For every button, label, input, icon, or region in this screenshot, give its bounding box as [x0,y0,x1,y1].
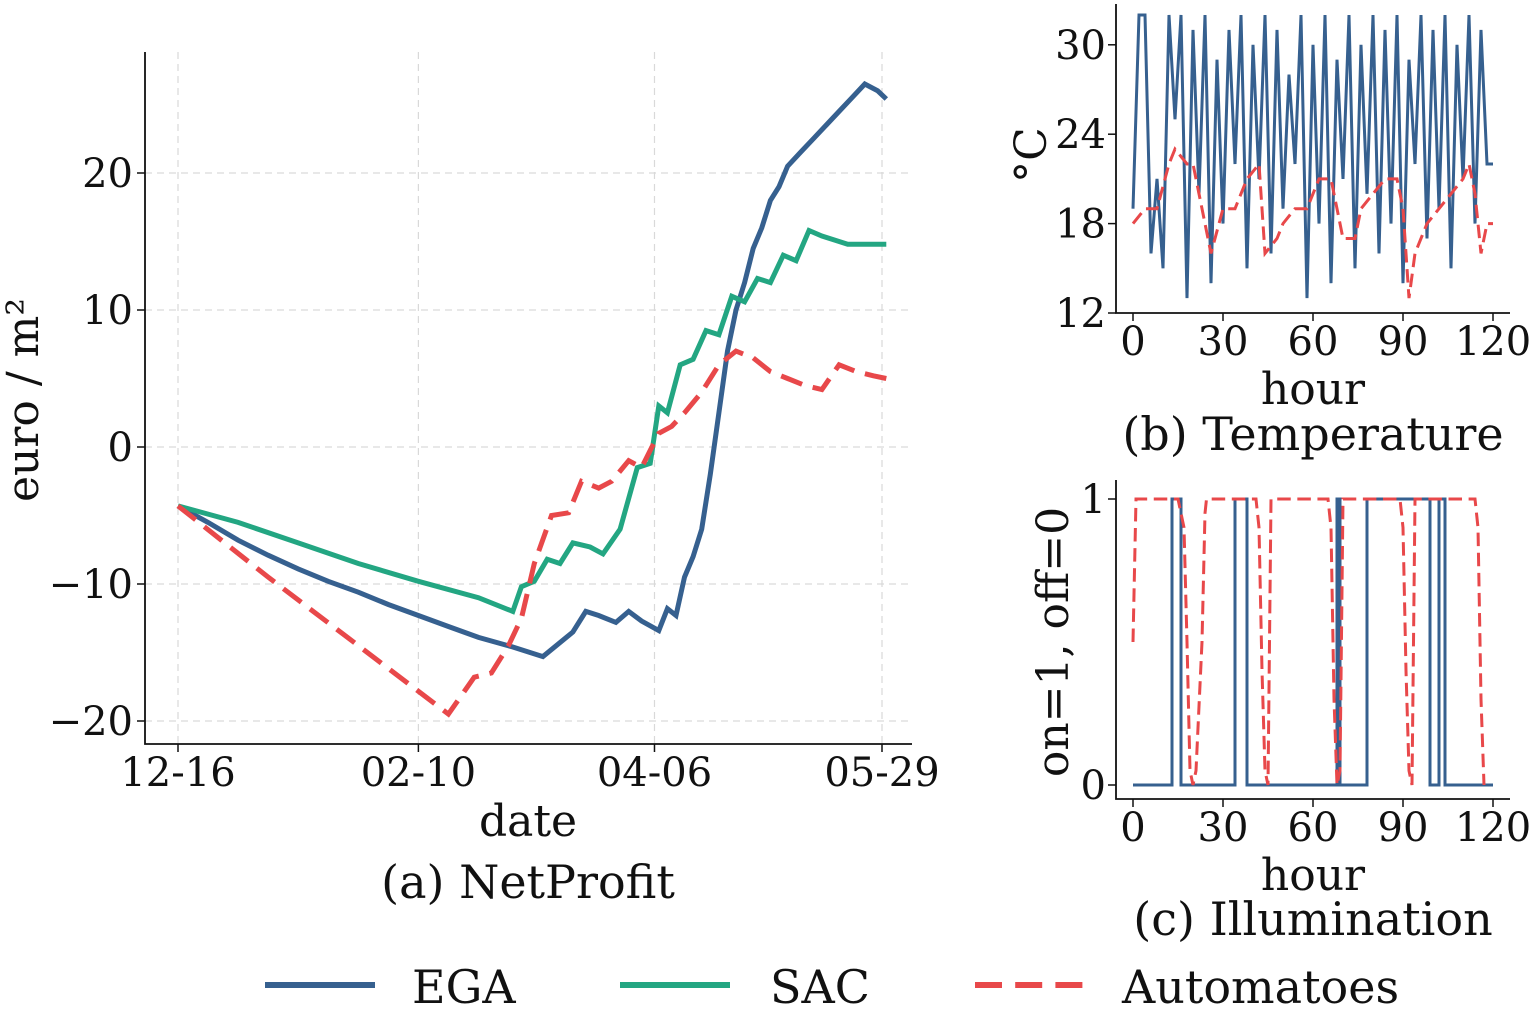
netprofit-x-axis-label: date [479,796,577,847]
netprofit-x-tick-label: 05-29 [824,750,939,796]
illumination-series-automatoes [1131,497,1486,786]
legend: EGA SAC Automatoes [265,960,1399,1014]
illumination-x-tick-label: 120 [1455,805,1529,851]
temperature-x-axis-label: hour [1261,364,1366,415]
netprofit-lines [176,80,889,718]
netprofit-panel: −20 −10 0 10 20 12-16 02-10 04-06 05-29 date eur… [0,52,940,909]
netprofit-y-tick-label: 20 [82,151,133,197]
temperature-y-tick-label: 24 [1055,112,1106,158]
illumination-axes: 0 1 0 30 60 90 120 [1081,477,1529,851]
temperature-y-tick-label: 12 [1055,291,1106,337]
illumination-y-tick-label: 1 [1081,477,1106,523]
netprofit-caption: (a) NetProfit [381,855,675,909]
illumination-panel: 0 1 0 30 60 90 120 hour on=1, off=0 (c) Illumi… [1028,477,1529,946]
temperature-x-tick-label: 90 [1378,319,1429,365]
temperature-panel: 12 18 24 30 0 30 60 90 120 hour °C (b) Temperatu… [1006,4,1529,461]
netprofit-series-sac [177,227,887,615]
netprofit-y-tick-label: 10 [82,288,133,334]
netprofit-series-ega [176,80,889,660]
temperature-y-tick-label: 18 [1055,202,1106,248]
illumination-x-tick-label: 90 [1378,805,1429,851]
netprofit-y-tick-label: 0 [108,425,133,471]
netprofit-x-tick-label: 12-16 [120,750,235,796]
legend-label-sac: SAC [770,960,870,1014]
illumination-x-axis-label: hour [1261,850,1366,901]
temperature-x-tick-label: 0 [1120,319,1145,365]
netprofit-y-axis-label: euro / m² [0,298,49,502]
illumination-series-ega [1133,497,1493,787]
netprofit-x-tick-label: 02-10 [361,750,476,796]
illumination-lines [1131,497,1493,787]
illumination-x-tick-label: 0 [1120,805,1145,851]
netprofit-axes: −20 −10 0 10 20 12-16 02-10 04-06 05-29 [49,52,940,796]
temperature-x-tick-label: 120 [1455,319,1529,365]
legend-label-ega: EGA [412,960,516,1014]
illumination-y-axis-label: on=1, off=0 [1028,507,1079,777]
illumination-axis-spines [1115,480,1510,800]
temperature-lines [1131,13,1493,299]
temperature-y-axis-label: °C [1006,127,1057,183]
temperature-series-ega [1131,13,1493,299]
netprofit-y-tick-label: −20 [49,699,133,745]
illumination-y-tick-label: 0 [1081,763,1106,809]
legend-label-automatoes: Automatoes [1121,960,1399,1014]
illumination-caption: (c) Illumination [1133,892,1492,946]
netprofit-axis-spines [144,52,912,745]
temperature-x-tick-label: 30 [1198,319,1249,365]
temperature-y-tick-label: 30 [1055,23,1106,69]
illumination-x-tick-label: 60 [1288,805,1339,851]
illumination-x-tick-label: 30 [1198,805,1249,851]
netprofit-series-automatoes [176,348,887,718]
temperature-caption: (b) Temperature [1122,407,1503,461]
netprofit-y-tick-label: −10 [49,562,133,608]
temperature-axes: 12 18 24 30 0 30 60 90 120 [1055,4,1529,365]
temperature-x-tick-label: 60 [1288,319,1339,365]
netprofit-x-tick-label: 04-06 [597,750,712,796]
